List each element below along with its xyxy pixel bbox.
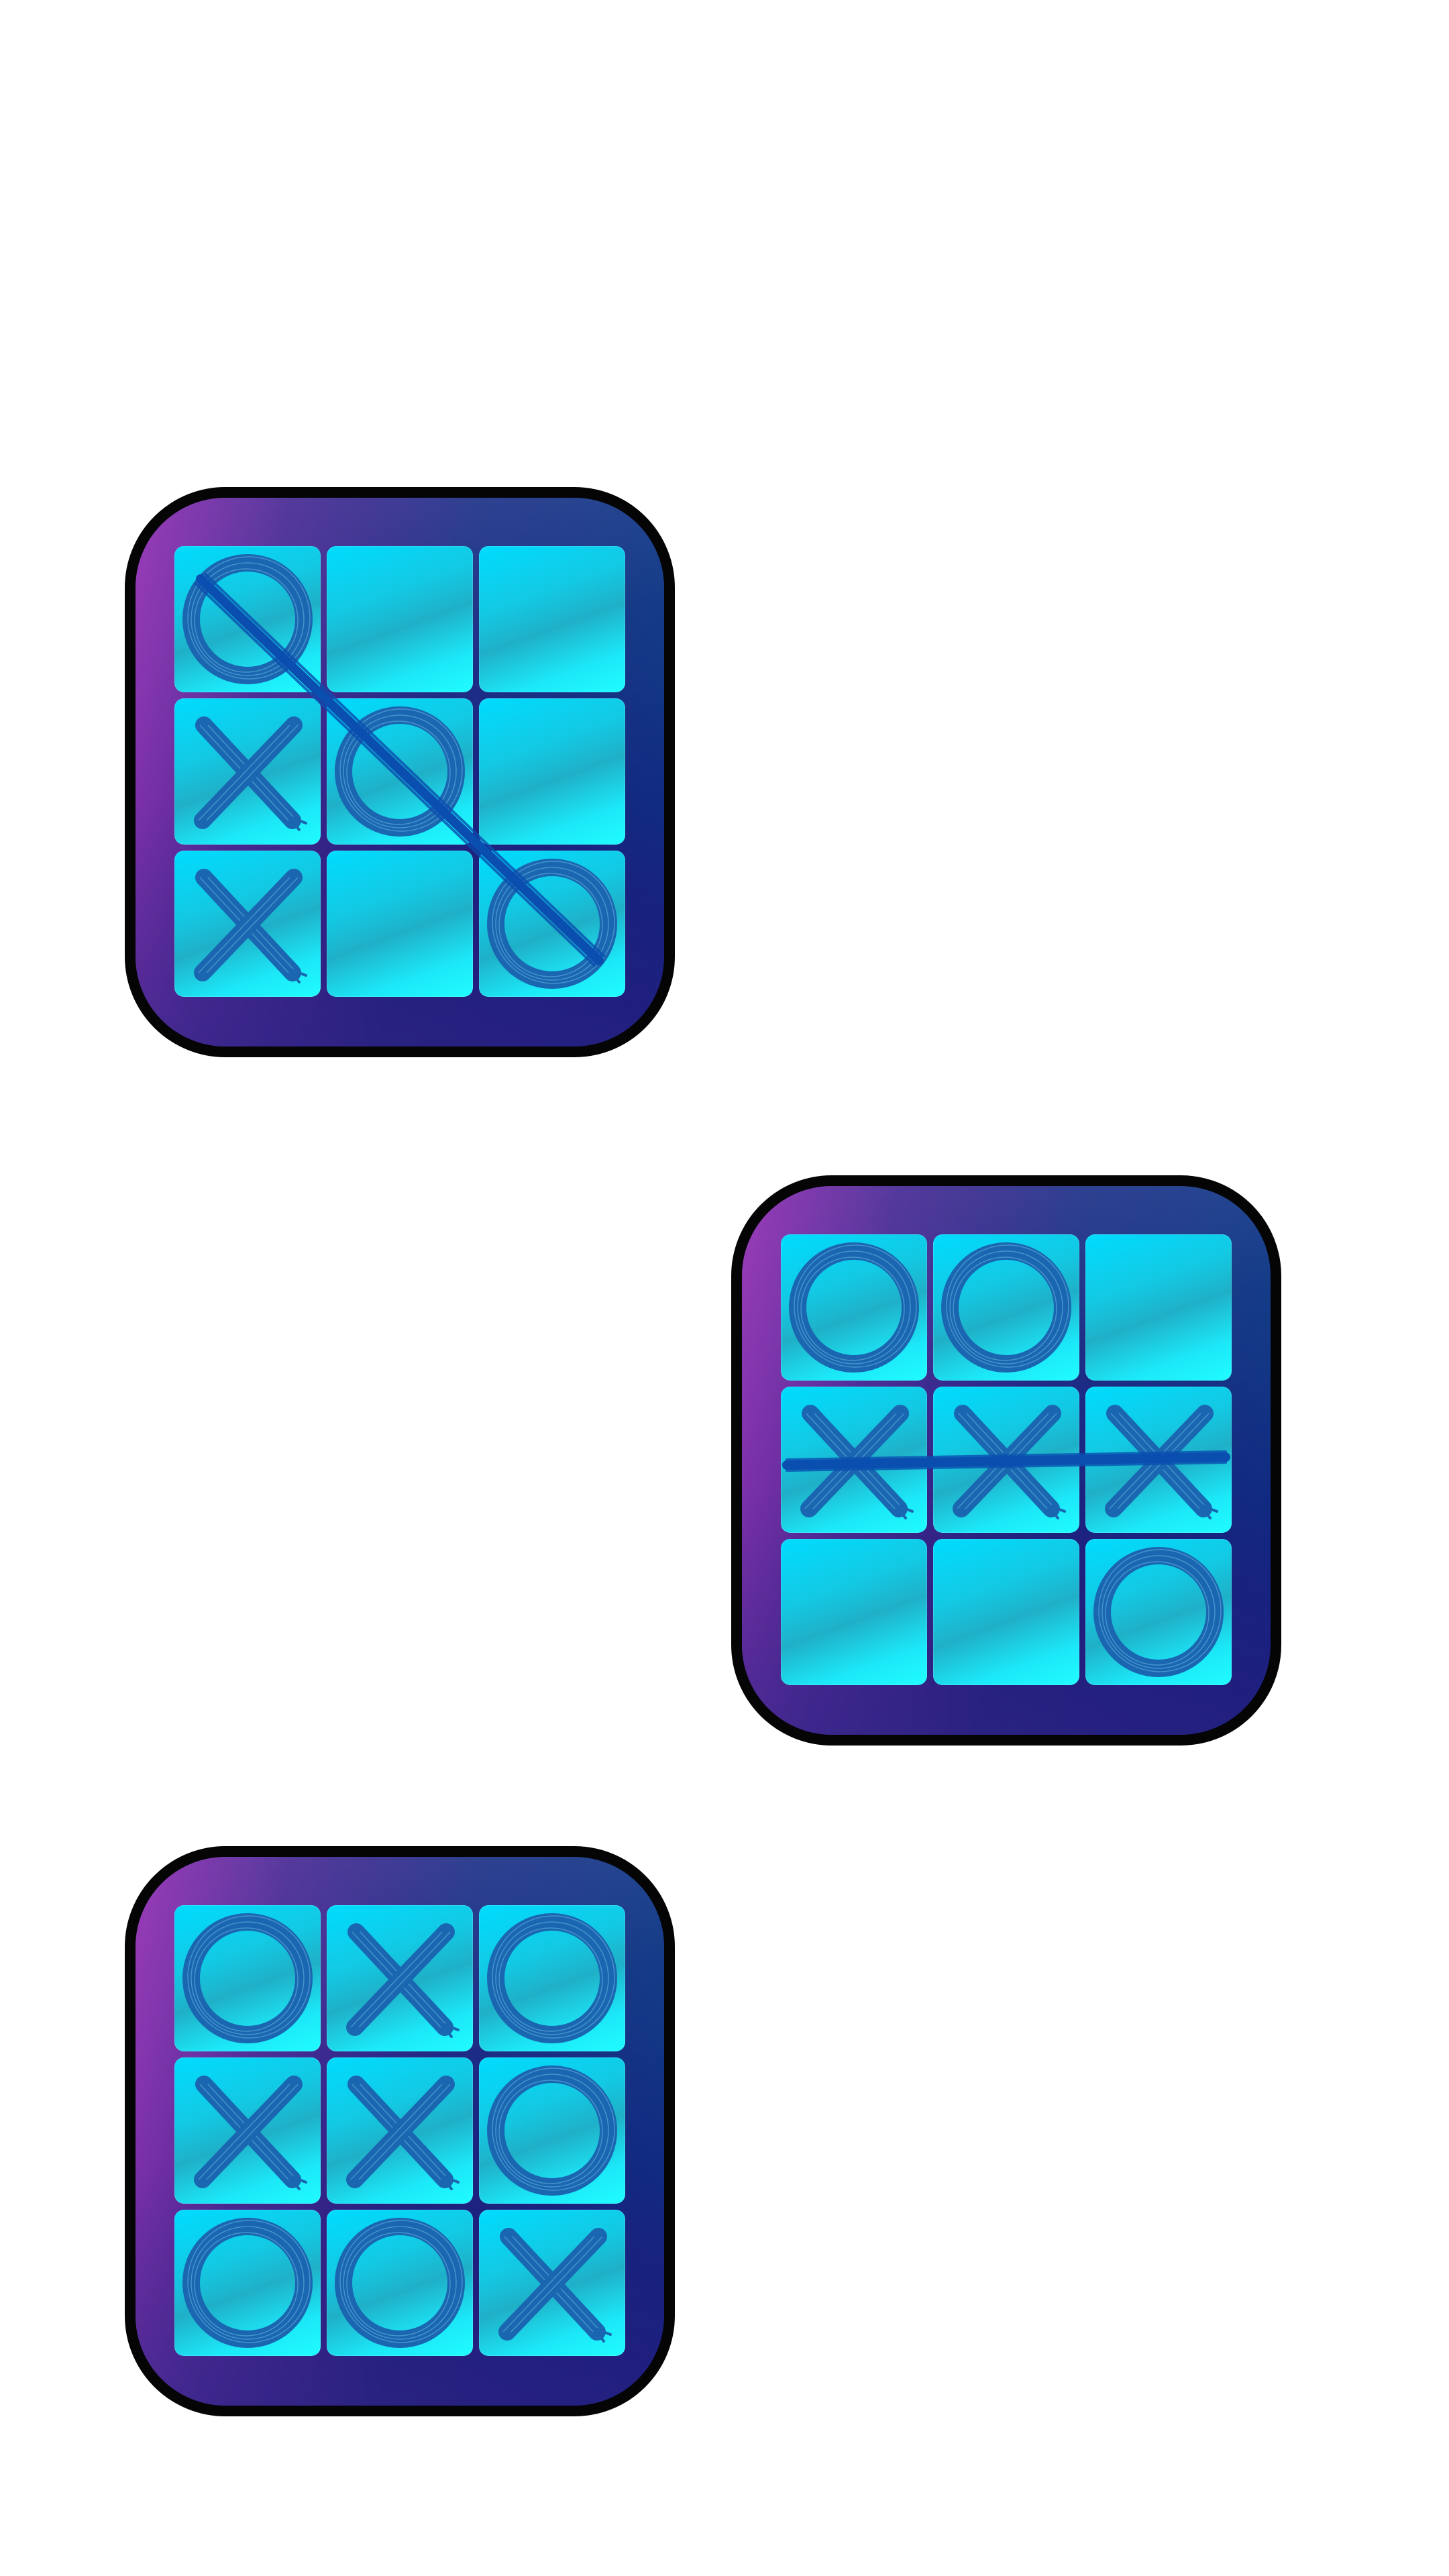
x-mark-icon <box>346 2076 460 2190</box>
board-cell-r2-c1[interactable] <box>174 2057 321 2204</box>
board-cell-r1-c1[interactable] <box>174 1905 321 2051</box>
board-cell-r1-c2[interactable] <box>327 1905 473 2051</box>
board-cell-r1-c1[interactable] <box>781 1234 927 1381</box>
board-cell-r1-c1[interactable] <box>174 546 321 692</box>
o-mark-icon <box>941 1242 1071 1373</box>
tic-tac-toe-icon-3[interactable] <box>125 1846 675 2416</box>
o-mark-icon <box>487 2065 617 2196</box>
board-cell-r2-c2[interactable] <box>327 698 473 845</box>
o-mark-icon <box>789 1242 919 1373</box>
tic-tac-toe-icon-2[interactable] <box>731 1175 1281 1746</box>
board-cell-r2-c3[interactable] <box>479 698 625 845</box>
board-cell-r1-c3[interactable] <box>479 1905 625 2051</box>
board-cell-r2-c2[interactable] <box>933 1387 1079 1533</box>
o-mark-icon <box>487 859 617 989</box>
board-cell-r2-c1[interactable] <box>781 1387 927 1533</box>
o-mark-icon <box>335 2218 465 2348</box>
board-cell-r2-c2[interactable] <box>327 2057 473 2204</box>
tic-tac-toe-icon-1[interactable] <box>125 487 675 1057</box>
board-cell-r3-c1[interactable] <box>174 2210 321 2356</box>
x-mark-icon <box>346 1923 460 2038</box>
x-mark-icon <box>194 716 307 831</box>
board-cell-r2-c3[interactable] <box>1085 1387 1232 1533</box>
game-board <box>174 1905 625 2356</box>
o-mark-icon <box>182 1913 313 2043</box>
board-cell-r1-c3[interactable] <box>479 546 625 692</box>
board-cell-r3-c2[interactable] <box>933 1539 1079 1685</box>
x-mark-icon <box>194 869 307 983</box>
board-cell-r1-c2[interactable] <box>933 1234 1079 1381</box>
o-mark-icon <box>1093 1547 1224 1677</box>
board-cell-r1-c3[interactable] <box>1085 1234 1232 1381</box>
x-mark-icon <box>498 2228 612 2343</box>
board-cell-r3-c1[interactable] <box>781 1539 927 1685</box>
board-cell-r3-c1[interactable] <box>174 851 321 997</box>
game-board <box>781 1234 1232 1685</box>
board-cell-r3-c3[interactable] <box>479 2210 625 2356</box>
board-cell-r2-c3[interactable] <box>479 2057 625 2204</box>
o-mark-icon <box>487 1913 617 2043</box>
o-mark-icon <box>182 2218 313 2348</box>
board-cell-r3-c2[interactable] <box>327 851 473 997</box>
board-cell-r3-c3[interactable] <box>479 851 625 997</box>
board-cell-r2-c1[interactable] <box>174 698 321 845</box>
game-board <box>174 546 625 997</box>
board-cell-r1-c2[interactable] <box>327 546 473 692</box>
x-mark-icon <box>194 2076 307 2190</box>
o-mark-icon <box>182 554 313 684</box>
x-mark-icon <box>1105 1405 1218 1519</box>
x-mark-icon <box>800 1405 914 1519</box>
o-mark-icon <box>335 706 465 837</box>
x-mark-icon <box>953 1405 1066 1519</box>
board-cell-r3-c2[interactable] <box>327 2210 473 2356</box>
board-cell-r3-c3[interactable] <box>1085 1539 1232 1685</box>
